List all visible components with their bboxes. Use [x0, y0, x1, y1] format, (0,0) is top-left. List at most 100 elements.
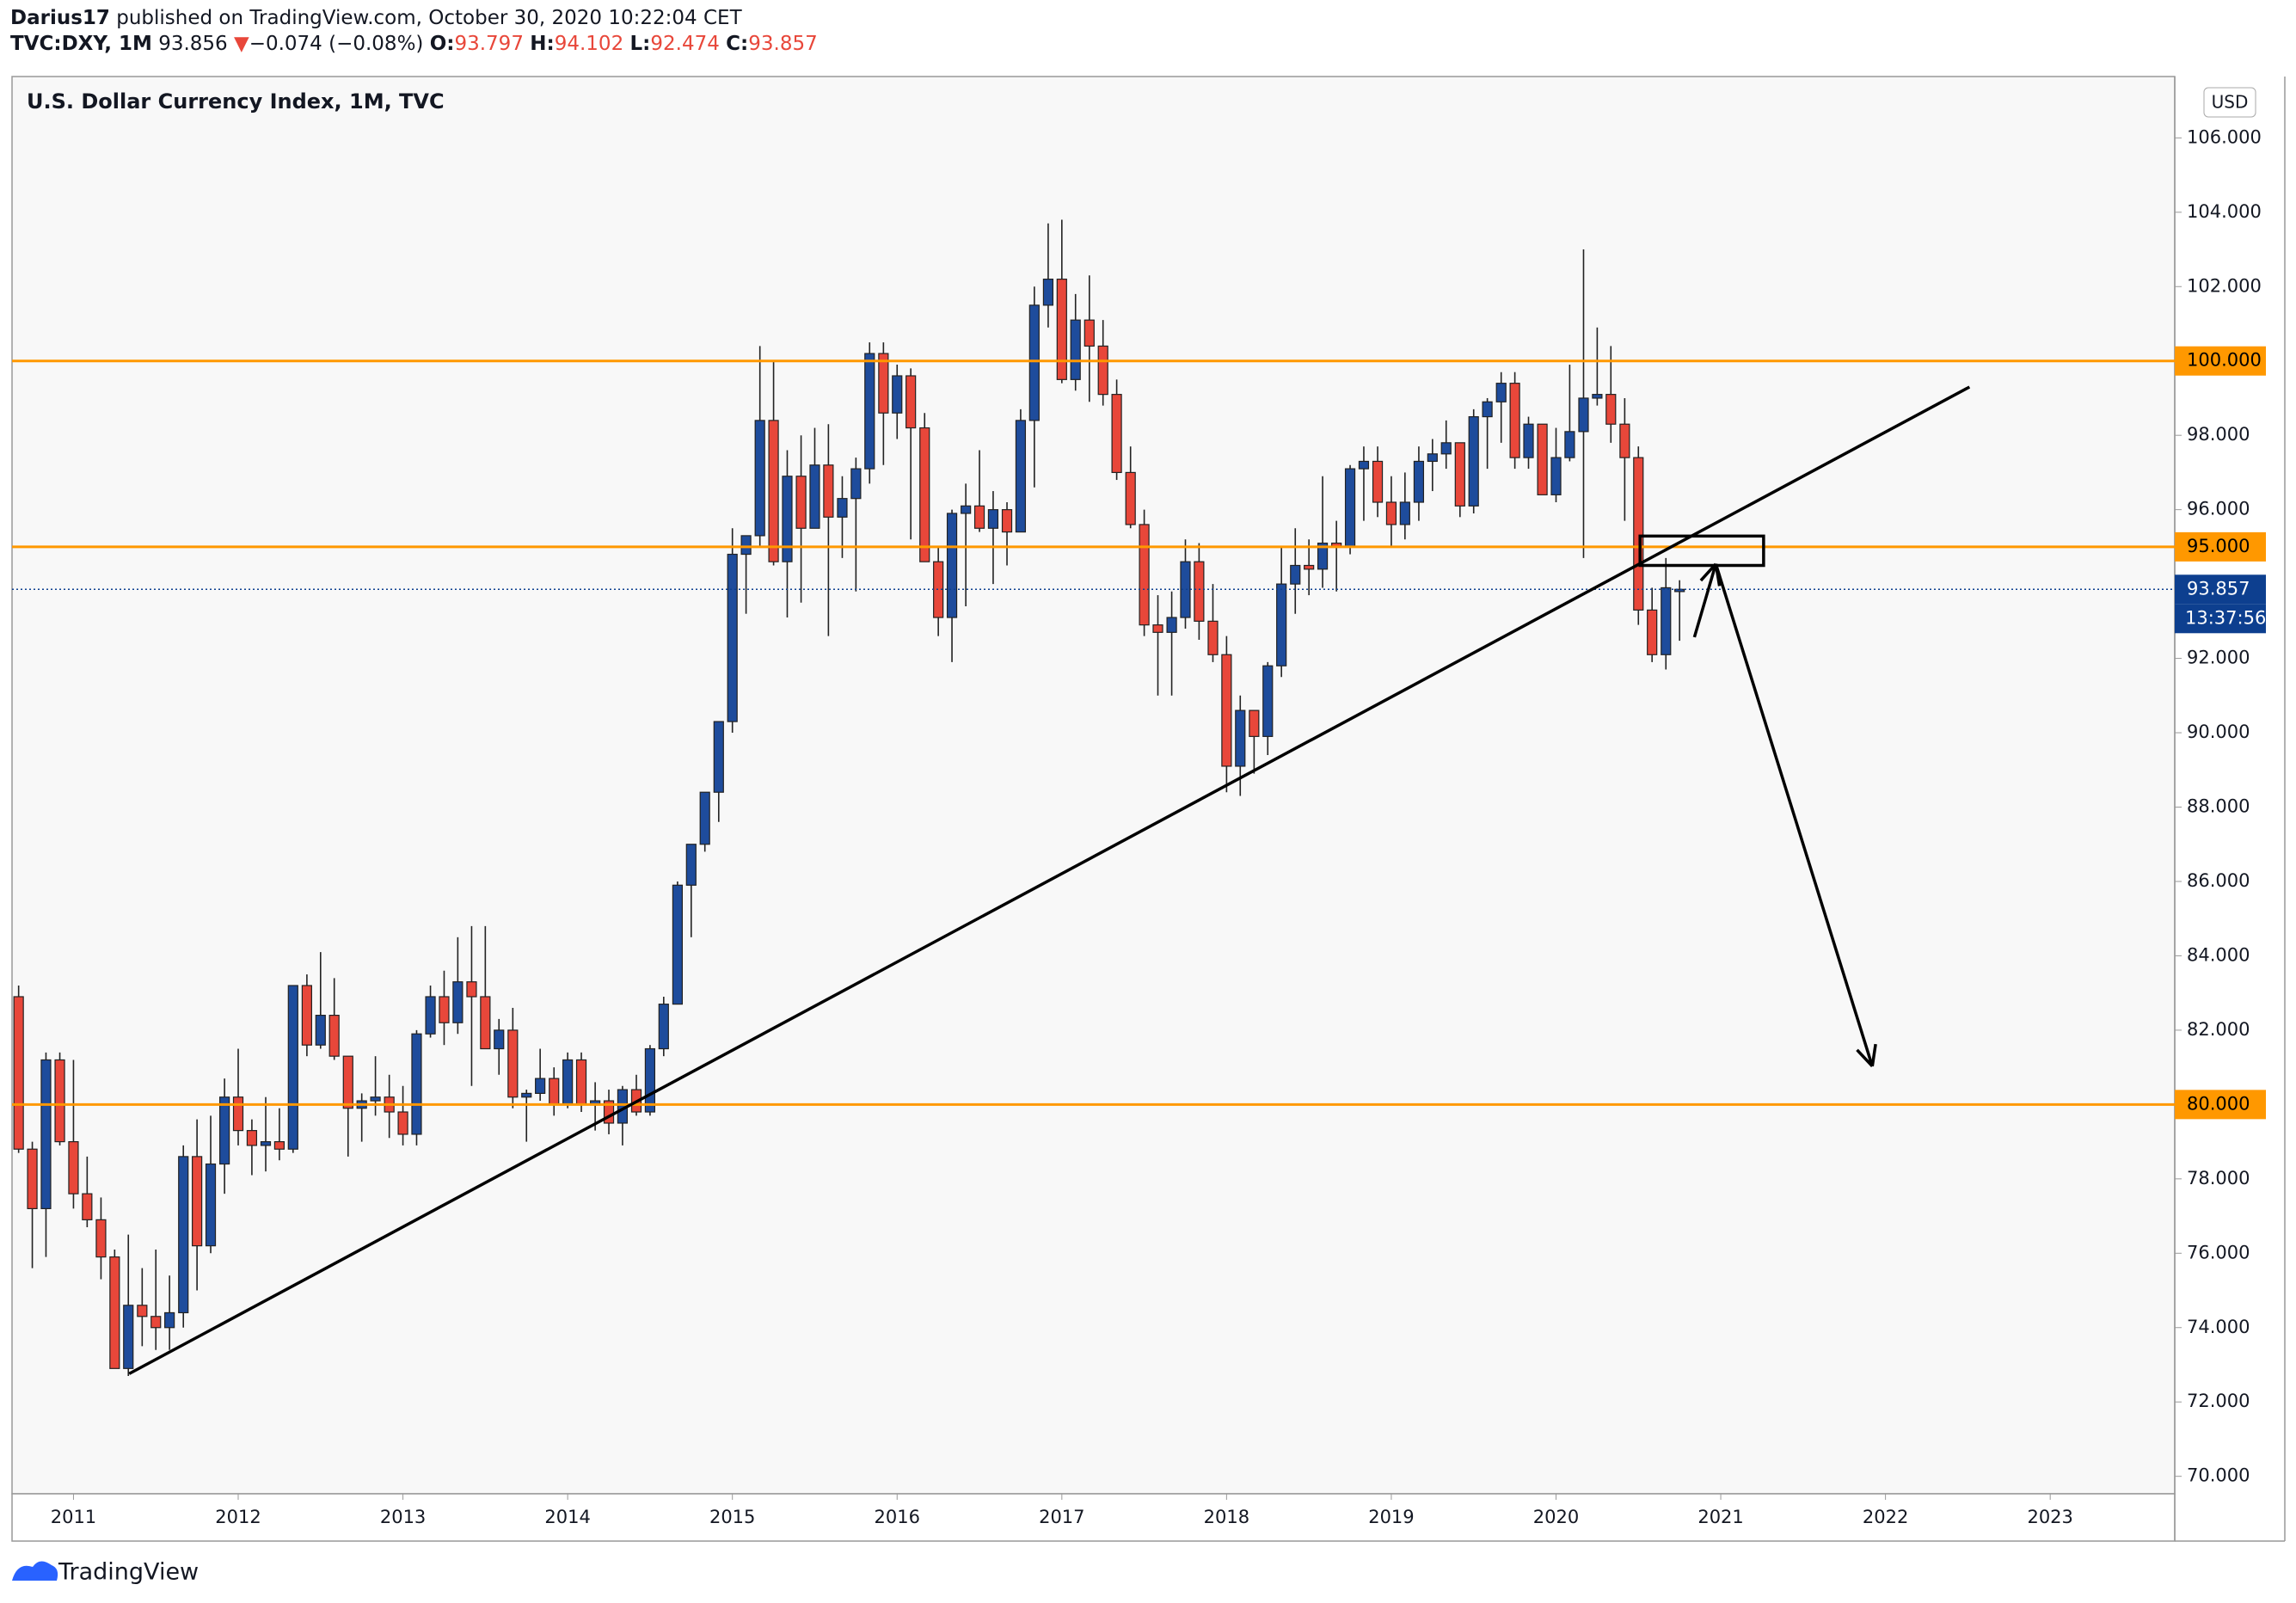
candle-body: [1221, 654, 1232, 767]
l: 92.474: [650, 33, 720, 55]
candle-body: [1304, 564, 1315, 570]
candle-body: [1440, 442, 1452, 455]
logo: TradingView: [12, 1559, 199, 1586]
candle-body: [507, 1029, 519, 1098]
x-tick-label: 2011: [51, 1507, 96, 1527]
currency: USD: [2212, 92, 2249, 113]
candle-body: [1427, 453, 1438, 463]
candle-body: [1249, 709, 1260, 737]
candle-body: [397, 1111, 408, 1135]
candle-body: [452, 981, 463, 1023]
header-line-1: Darius17 published on TradingView.com, O…: [10, 5, 818, 31]
candle-body: [727, 553, 738, 722]
candle-body: [1647, 609, 1658, 655]
candle-body: [658, 1004, 669, 1050]
candle-body: [1070, 319, 1081, 380]
change: −0.074 (−0.08%): [249, 33, 424, 55]
candle-body: [1097, 345, 1108, 396]
candle-body: [713, 721, 724, 793]
l-label: L:: [629, 33, 651, 55]
currency-box: [2203, 87, 2256, 118]
candle-body: [946, 513, 958, 618]
arrow: [1714, 563, 1874, 1067]
level-label-box: [2175, 531, 2266, 562]
candle-body: [328, 1015, 340, 1057]
y-tick-label: 78.000: [2187, 1168, 2250, 1188]
candle-body: [1661, 587, 1672, 655]
candle-body: [1468, 415, 1479, 507]
c-label: C:: [726, 33, 749, 55]
author: Darius17: [10, 7, 110, 29]
candle-body: [95, 1219, 107, 1258]
candle-body: [1633, 457, 1644, 611]
level-label: 100.000: [2187, 350, 2262, 371]
x-tick-label: 2018: [1204, 1507, 1249, 1527]
candle-body: [987, 509, 999, 529]
candle-body: [919, 427, 930, 562]
symbol: TVC:DXY, 1M: [10, 33, 152, 55]
trendline: [128, 385, 1971, 1375]
candle-body: [1111, 394, 1122, 474]
candle-body: [260, 1140, 272, 1146]
candle-body: [164, 1311, 175, 1329]
y-tick-label: 74.000: [2187, 1317, 2250, 1337]
candle-body: [27, 1148, 38, 1210]
candle-body: [768, 420, 779, 562]
candle-body: [1235, 709, 1246, 767]
candle-body: [219, 1096, 230, 1165]
arrow: [1692, 563, 1717, 638]
candle-body: [466, 981, 477, 998]
candle-body: [823, 464, 834, 518]
published: published on TradingView.com, October 30…: [116, 7, 742, 29]
candle-body: [1399, 501, 1410, 525]
candle-body: [1564, 431, 1575, 458]
candle-body: [1619, 423, 1630, 458]
y-tick-label: 96.000: [2187, 499, 2250, 519]
candle-body: [521, 1092, 532, 1098]
candle-body: [644, 1047, 656, 1113]
candle-body: [315, 1015, 326, 1046]
candle-body: [1482, 401, 1493, 418]
x-tick-label: 2019: [1368, 1507, 1414, 1527]
candle-body: [150, 1316, 162, 1329]
candle-body: [1139, 524, 1150, 626]
candle-body: [192, 1156, 203, 1247]
candle-body: [1194, 561, 1205, 622]
level-label: 95.000: [2187, 536, 2250, 556]
x-tick-label: 2023: [2027, 1507, 2072, 1527]
candle-body: [1276, 583, 1287, 666]
y-tick-label: 98.000: [2187, 424, 2250, 445]
candle-body: [1152, 624, 1163, 633]
candle-body: [549, 1078, 560, 1105]
x-tick-label: 2014: [544, 1507, 590, 1527]
candle-body: [740, 535, 752, 556]
y-tick-label: 82.000: [2187, 1019, 2250, 1040]
candle-body: [1523, 423, 1534, 458]
o-label: O:: [429, 33, 455, 55]
candle-body: [535, 1078, 546, 1094]
level-label-box: [2175, 1090, 2266, 1120]
arrow: ▼: [233, 33, 249, 55]
zone-box: [1638, 534, 1765, 568]
y-tick-label: 88.000: [2187, 796, 2250, 817]
candle-body: [273, 1140, 285, 1150]
candle-body: [782, 476, 793, 562]
candle-body: [864, 353, 875, 470]
candle-body: [40, 1059, 52, 1210]
candle-body: [1358, 460, 1370, 470]
y-tick-label: 70.000: [2187, 1465, 2250, 1486]
candle-body: [1290, 564, 1301, 585]
x-tick-label: 2022: [1863, 1507, 1908, 1527]
candle-body: [342, 1055, 353, 1109]
candle-body: [494, 1029, 505, 1050]
x-tick-label: 2017: [1039, 1507, 1084, 1527]
y-tick-label: 102.000: [2187, 275, 2262, 296]
candle-body: [287, 985, 298, 1150]
candle-body: [1509, 383, 1520, 458]
last: 93.856: [158, 33, 228, 55]
candle-body: [1180, 561, 1191, 618]
o: 93.797: [454, 33, 524, 55]
candle-body: [754, 420, 765, 537]
